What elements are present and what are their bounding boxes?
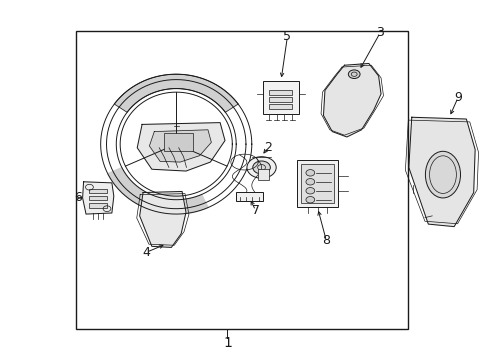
Bar [262,81,299,114]
Text: 9: 9 [453,91,461,104]
Bar [76,31,407,329]
Circle shape [305,197,314,203]
Text: 8: 8 [322,234,330,247]
Bar [300,164,334,203]
Polygon shape [137,123,224,171]
Bar [89,196,106,201]
Circle shape [347,70,359,78]
Circle shape [305,179,314,185]
Text: 1: 1 [223,336,231,350]
Ellipse shape [425,151,460,198]
Bar [268,97,292,102]
Text: 3: 3 [375,27,383,40]
Polygon shape [114,74,238,112]
Text: 7: 7 [251,204,259,217]
Bar [89,189,106,193]
Polygon shape [82,182,114,214]
Circle shape [305,188,314,194]
Polygon shape [149,130,211,162]
Text: 6: 6 [74,192,81,204]
Bar [268,104,292,109]
Bar [296,160,338,207]
Polygon shape [323,63,380,137]
Circle shape [305,170,314,176]
Circle shape [246,157,276,178]
Bar [163,134,193,151]
Circle shape [252,161,270,174]
Text: 5: 5 [283,30,291,43]
Bar [89,203,106,208]
Polygon shape [408,117,474,226]
Text: 2: 2 [264,141,271,154]
Polygon shape [140,192,185,247]
Text: 4: 4 [142,246,150,259]
Bar [268,90,292,95]
Polygon shape [107,168,208,214]
Bar [235,192,262,201]
Bar [258,169,268,180]
